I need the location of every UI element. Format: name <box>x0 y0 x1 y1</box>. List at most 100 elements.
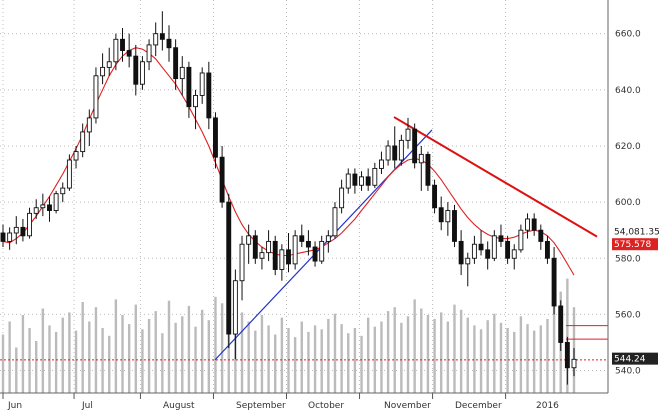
candle-body-up <box>199 72 205 96</box>
volume-bar <box>406 316 410 393</box>
candle-body-down <box>219 156 225 203</box>
volume-bar <box>68 312 71 393</box>
price-badge <box>612 225 658 238</box>
volume-bar <box>499 322 503 393</box>
candle-body-up <box>53 193 59 211</box>
candle-body-up <box>259 252 265 259</box>
candle-body-down <box>299 235 305 242</box>
price-badge-label: 544.24 <box>614 355 646 365</box>
volume-bar <box>28 328 31 393</box>
volume-bar <box>21 315 25 393</box>
candle-body-up <box>445 210 451 223</box>
candle-body-down <box>47 204 52 211</box>
volume-bar <box>1 334 5 393</box>
price-badge <box>612 238 658 251</box>
candle-body-down <box>551 257 557 307</box>
candle-body-down <box>126 50 132 57</box>
volume-bar <box>54 331 58 393</box>
volume-bar <box>15 347 18 393</box>
volume-layer <box>1 269 576 393</box>
candle-body-up <box>232 280 238 335</box>
candle-body-down <box>120 38 125 51</box>
x-tick-label: Jul <box>81 401 93 411</box>
volume-bar <box>493 313 496 393</box>
volume-bar <box>108 335 111 393</box>
candle-body-down <box>186 66 192 108</box>
x-tick-label: December <box>455 401 502 411</box>
volume-bar <box>161 333 164 393</box>
volume-bar <box>141 329 144 393</box>
volume-bar <box>373 326 377 393</box>
volume-bar <box>280 317 284 393</box>
volume-bar <box>194 326 197 393</box>
candle-body-up <box>146 44 152 63</box>
volume-bar <box>214 296 217 393</box>
x-tick-label: August <box>163 401 195 411</box>
candle-body-down <box>412 128 418 164</box>
candle-body-down <box>305 240 311 248</box>
y-tick-label: 660.0 <box>615 30 641 40</box>
candle-body-down <box>365 176 371 186</box>
candle-body-down <box>505 240 511 259</box>
volume-bar <box>440 312 443 393</box>
y-tick-label: 620.0 <box>615 142 641 152</box>
volume-bar <box>220 303 224 393</box>
volume-bar <box>147 318 151 393</box>
candle-body-down <box>286 249 291 265</box>
candle-body-down <box>498 235 504 242</box>
volume-bar <box>260 315 264 393</box>
volume-bar <box>101 328 104 393</box>
volume-bar <box>333 313 337 393</box>
candle-body-up <box>100 66 106 77</box>
volume-bar <box>519 316 523 393</box>
candle-body-down <box>544 240 550 259</box>
candle-body-down <box>558 305 564 343</box>
candle-body-down <box>485 249 491 259</box>
volume-bar <box>74 330 78 393</box>
volume-bar <box>366 317 370 393</box>
volume-bar <box>347 333 350 393</box>
volume-bar <box>539 325 543 393</box>
candle-body-down <box>458 240 464 265</box>
volume-bar <box>479 329 483 393</box>
volume-bar <box>300 321 303 393</box>
candle-body-down <box>133 55 139 85</box>
axis-layer: 540.0 560.0 580.0 600.0 620.0 640.0 660.0 Jun Ju… <box>0 0 641 411</box>
x-tick-label: November <box>384 401 431 411</box>
candle-body-down <box>312 246 318 262</box>
volume-bar <box>240 312 244 393</box>
volume-bar <box>127 324 131 393</box>
volume-bar <box>167 300 171 393</box>
y-tick-label: 600.0 <box>615 198 641 208</box>
volume-bar <box>293 337 297 393</box>
candle-body-up <box>40 204 46 209</box>
volume-bar <box>473 325 476 393</box>
volume-bar <box>400 322 403 393</box>
candle-body-down <box>392 145 398 161</box>
level-layer <box>0 325 608 361</box>
candle-body-down <box>452 210 457 242</box>
candle-body-up <box>465 257 471 265</box>
candle-body-down <box>166 38 172 49</box>
candle-body-up <box>113 38 119 63</box>
price-badge <box>612 352 658 365</box>
volume-bar <box>513 331 516 393</box>
volume-bar <box>320 329 323 393</box>
candle-body-up <box>292 235 298 265</box>
y-tick-label: 580.0 <box>615 254 641 264</box>
candle-body-up <box>193 94 198 108</box>
volume-bar <box>453 304 456 393</box>
volume-bar <box>386 311 390 393</box>
y-tick-label: 640.0 <box>615 86 641 96</box>
candle-body-up <box>86 117 92 133</box>
candle-body-down <box>432 184 438 209</box>
candle-body-up <box>139 61 145 85</box>
volume-bar <box>247 321 250 393</box>
candle-body-up <box>339 187 345 209</box>
volume-bar <box>552 302 556 393</box>
candle-body-up <box>106 61 112 68</box>
candle-body-down <box>213 117 218 158</box>
candle-body-down <box>272 240 278 270</box>
price-badge-label: 54,081.35 <box>614 228 660 238</box>
candle-body-up <box>73 151 79 161</box>
